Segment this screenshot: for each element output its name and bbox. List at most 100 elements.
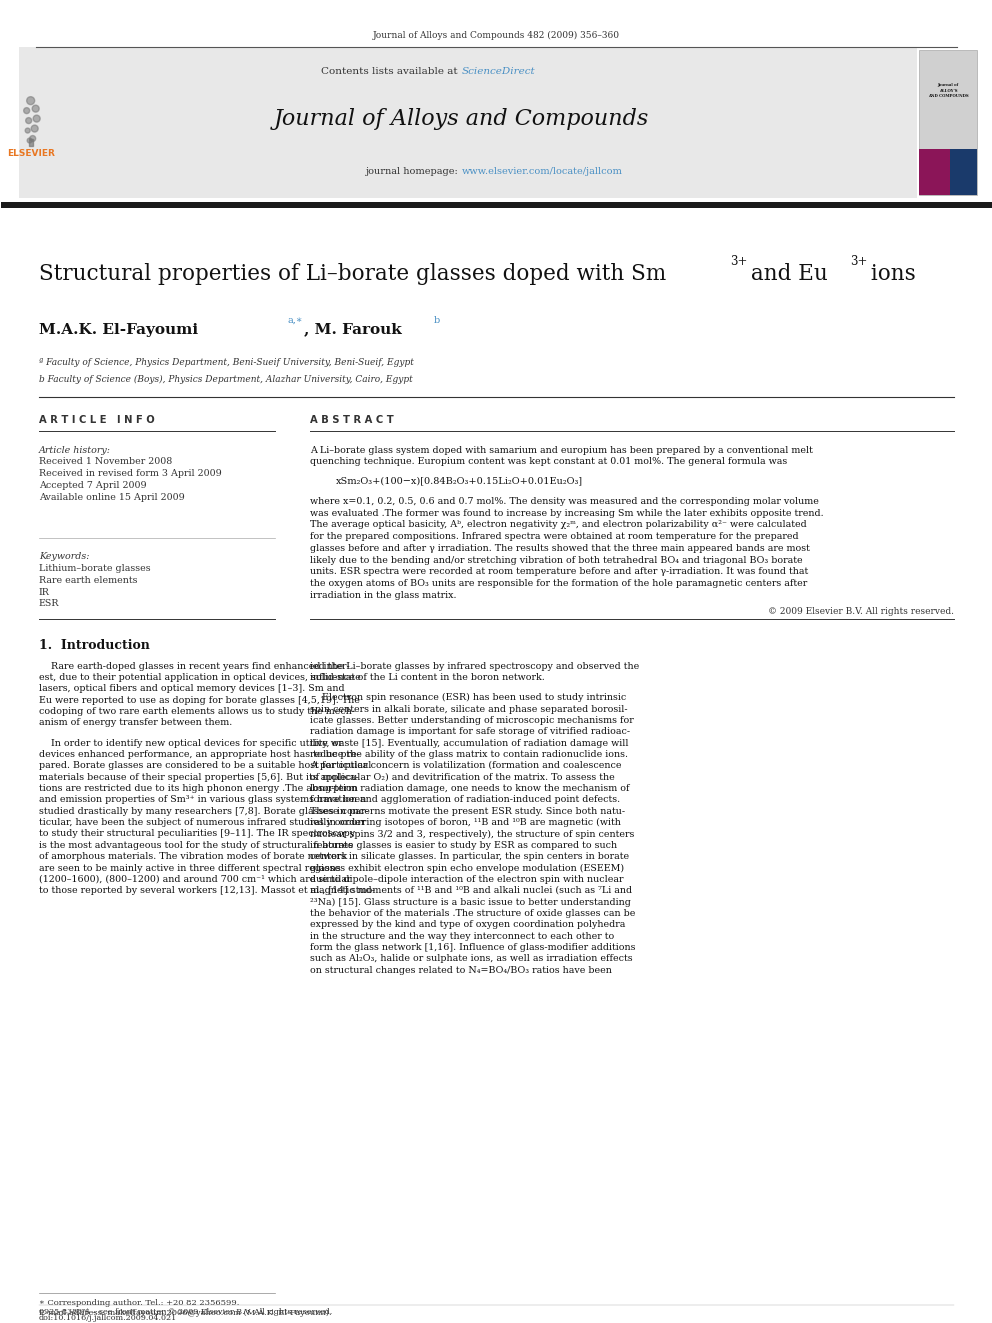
Text: Journal of
ALLOY'S
AND COMPOUNDS: Journal of ALLOY'S AND COMPOUNDS <box>928 83 968 98</box>
Text: ScienceDirect: ScienceDirect <box>461 66 535 75</box>
Text: devices enhanced performance, an appropriate host has to be pre-: devices enhanced performance, an appropr… <box>39 750 359 759</box>
Text: units. ESR spectra were recorded at room temperature before and after γ-irradiat: units. ESR spectra were recorded at room… <box>310 568 808 577</box>
Text: the behavior of the materials .The structure of oxide glasses can be: the behavior of the materials .The struc… <box>310 909 636 918</box>
Text: Received 1 November 2008: Received 1 November 2008 <box>39 458 172 466</box>
Circle shape <box>30 135 36 142</box>
Text: Lithium–borate glasses: Lithium–borate glasses <box>39 564 150 573</box>
Text: 3+: 3+ <box>850 255 867 267</box>
Text: b Faculty of Science (Boys), Physics Department, Alazhar University, Cairo, Egyp: b Faculty of Science (Boys), Physics Dep… <box>39 374 413 384</box>
Text: magnetic moments of ¹¹B and ¹⁰B and alkali nuclei (such as ⁷Li and: magnetic moments of ¹¹B and ¹⁰B and alka… <box>310 886 633 896</box>
Text: expressed by the kind and type of oxygen coordination polyhedra: expressed by the kind and type of oxygen… <box>310 921 626 929</box>
Text: Rare earth-doped glasses in recent years find enhanced inter-: Rare earth-doped glasses in recent years… <box>39 662 349 671</box>
Circle shape <box>27 97 35 105</box>
Text: est, due to their potential application in optical devices, solid-state: est, due to their potential application … <box>39 673 360 681</box>
Text: likely due to the bending and/or stretching vibration of both tetrahedral BO₄ an: likely due to the bending and/or stretch… <box>310 556 804 565</box>
Text: xSm₂O₃+(100−x)[0.84B₂O₃+0.15Li₂O+0.01Eu₂O₃]: xSm₂O₃+(100−x)[0.84B₂O₃+0.15Li₂O+0.01Eu₂… <box>335 476 582 486</box>
Circle shape <box>31 126 38 132</box>
Text: the oxygen atoms of BO₃ units are responsible for the formation of the hole para: the oxygen atoms of BO₃ units are respon… <box>310 579 807 589</box>
FancyBboxPatch shape <box>919 50 977 194</box>
Text: Keywords:: Keywords: <box>39 552 89 561</box>
FancyBboxPatch shape <box>19 48 917 197</box>
Text: lasers, optical fibers and optical memory devices [1–3]. Sm and: lasers, optical fibers and optical memor… <box>39 684 344 693</box>
Text: of amorphous materials. The vibration modes of borate network: of amorphous materials. The vibration mo… <box>39 852 347 861</box>
Circle shape <box>24 107 30 114</box>
Text: These concerns motivate the present ESR study. Since both natu-: These concerns motivate the present ESR … <box>310 807 626 816</box>
FancyBboxPatch shape <box>919 148 950 194</box>
Text: M.A.K. El-Fayoumi: M.A.K. El-Fayoumi <box>39 323 197 336</box>
Text: of molecular O₂) and devitrification of the matrix. To assess the: of molecular O₂) and devitrification of … <box>310 773 615 782</box>
Text: E-mail address: makelfayoumi2006@yahoo.com (M.A.K. El-Fayoumi).: E-mail address: makelfayoumi2006@yahoo.c… <box>39 1308 331 1316</box>
Circle shape <box>27 138 32 143</box>
Circle shape <box>32 105 39 112</box>
Text: doi:10.1016/j.jallcom.2009.04.021: doi:10.1016/j.jallcom.2009.04.021 <box>39 1314 177 1322</box>
Text: IR: IR <box>39 587 50 597</box>
Text: ied the Li–borate glasses by infrared spectroscopy and observed the: ied the Li–borate glasses by infrared sp… <box>310 662 640 671</box>
Text: (1200–1600), (800–1200) and around 700 cm⁻¹ which are similar: (1200–1600), (800–1200) and around 700 c… <box>39 875 351 884</box>
Text: in the structure and the way they interconnect to each other to: in the structure and the way they interc… <box>310 931 615 941</box>
Text: and Eu: and Eu <box>744 263 828 286</box>
Text: influence of the Li content in the boron network.: influence of the Li content in the boron… <box>310 673 546 681</box>
Text: journal homepage:: journal homepage: <box>365 167 461 176</box>
Text: Journal of Alloys and Compounds: Journal of Alloys and Compounds <box>274 107 649 130</box>
Text: Journal of Alloys and Compounds 482 (2009) 356–360: Journal of Alloys and Compounds 482 (200… <box>373 30 620 40</box>
Text: ions: ions <box>864 263 916 286</box>
Circle shape <box>25 128 30 134</box>
Text: on structural changes related to N₄=BO₄/BO₃ ratios have been: on structural changes related to N₄=BO₄/… <box>310 966 612 975</box>
Text: , M. Farouk: , M. Farouk <box>305 323 402 336</box>
Text: rally occurring isotopes of boron, ¹¹B and ¹⁰B are magnetic (with: rally occurring isotopes of boron, ¹¹B a… <box>310 818 621 827</box>
Text: to those reported by several workers [12,13]. Massot et al., [14] stud-: to those reported by several workers [12… <box>39 886 375 896</box>
Text: formation and agglomeration of radiation-induced point defects.: formation and agglomeration of radiation… <box>310 795 621 804</box>
Text: radiation damage is important for safe storage of vitrified radioac-: radiation damage is important for safe s… <box>310 728 631 737</box>
Text: glasses before and after γ irradiation. The results showed that the three main a: glasses before and after γ irradiation. … <box>310 544 810 553</box>
Text: codoping of two rare earth elements allows us to study the mech-: codoping of two rare earth elements allo… <box>39 706 355 716</box>
Text: tions are restricted due to its high phonon energy .The absorption: tions are restricted due to its high pho… <box>39 785 357 792</box>
Text: quenching technique. Europium content was kept constant at 0.01 mol%. The genera: quenching technique. Europium content wa… <box>310 458 788 466</box>
Text: for the prepared compositions. Infrared spectra were obtained at room temperatur: for the prepared compositions. Infrared … <box>310 532 800 541</box>
Text: ticular, have been the subject of numerous infrared studies in order: ticular, have been the subject of numero… <box>39 818 365 827</box>
Text: pared. Borate glasses are considered to be a suitable host for optical: pared. Borate glasses are considered to … <box>39 761 371 770</box>
Text: ∗ Corresponding author. Tel.: +20 82 2356599.: ∗ Corresponding author. Tel.: +20 82 235… <box>39 1299 239 1307</box>
Text: ²³Na) [15]. Glass structure is a basic issue to better understanding: ²³Na) [15]. Glass structure is a basic i… <box>310 897 631 906</box>
Text: form the glass network [1,16]. Influence of glass-modifier additions: form the glass network [1,16]. Influence… <box>310 943 636 953</box>
Text: A Li–borate glass system doped with samarium and europium has been prepared by a: A Li–borate glass system doped with sama… <box>310 446 813 455</box>
Text: ESR: ESR <box>39 599 60 609</box>
Circle shape <box>33 115 40 122</box>
Text: Available online 15 April 2009: Available online 15 April 2009 <box>39 492 185 501</box>
Text: reduce the ability of the glass matrix to contain radionuclide ions.: reduce the ability of the glass matrix t… <box>310 750 629 759</box>
Text: irradiation in the glass matrix.: irradiation in the glass matrix. <box>310 591 457 599</box>
Text: a,∗: a,∗ <box>288 316 303 325</box>
Text: ª Faculty of Science, Physics Department, Beni-Sueif University, Beni-Sueif, Egy: ª Faculty of Science, Physics Department… <box>39 359 414 366</box>
Text: tive waste [15]. Eventually, accumulation of radiation damage will: tive waste [15]. Eventually, accumulatio… <box>310 738 629 747</box>
Text: materials because of their special properties [5,6]. But its applica-: materials because of their special prope… <box>39 773 358 782</box>
Text: b: b <box>434 316 439 325</box>
Text: © 2009 Elsevier B.V. All rights reserved.: © 2009 Elsevier B.V. All rights reserved… <box>768 607 954 615</box>
FancyBboxPatch shape <box>950 148 977 194</box>
Text: Article history:: Article history: <box>39 446 111 455</box>
Text: The average optical basicity, Aᵇ, electron negativity χ₂ᵐ, and electron polariza: The average optical basicity, Aᵇ, electr… <box>310 520 807 529</box>
FancyBboxPatch shape <box>1 202 992 208</box>
Text: and emission properties of Sm³⁺ in various glass systems have been: and emission properties of Sm³⁺ in vario… <box>39 795 366 804</box>
Text: Contents lists available at: Contents lists available at <box>321 66 461 75</box>
Text: www.elsevier.com/locate/jallcom: www.elsevier.com/locate/jallcom <box>461 167 622 176</box>
Text: Received in revised form 3 April 2009: Received in revised form 3 April 2009 <box>39 470 221 478</box>
Text: due to dipole–dipole interaction of the electron spin with nuclear: due to dipole–dipole interaction of the … <box>310 875 624 884</box>
Text: Electron spin resonance (ESR) has been used to study intrinsic: Electron spin resonance (ESR) has been u… <box>310 693 627 703</box>
Text: nuclear spins 3/2 and 3, respectively), the structure of spin centers: nuclear spins 3/2 and 3, respectively), … <box>310 830 635 839</box>
Text: glasses exhibit electron spin echo envelope modulation (ESEEM): glasses exhibit electron spin echo envel… <box>310 864 625 873</box>
Text: 1.  Introduction: 1. Introduction <box>39 639 150 652</box>
Text: are seen to be mainly active in three different spectral regions: are seen to be mainly active in three di… <box>39 864 340 873</box>
Text: studied drastically by many researchers [7,8]. Borate glasses in par-: studied drastically by many researchers … <box>39 807 368 816</box>
Text: Structural properties of Li–borate glasses doped with Sm: Structural properties of Li–borate glass… <box>39 263 666 286</box>
Text: is the most advantageous tool for the study of structural features: is the most advantageous tool for the st… <box>39 841 353 849</box>
Text: Accepted 7 April 2009: Accepted 7 April 2009 <box>39 480 146 490</box>
Text: Rare earth elements: Rare earth elements <box>39 576 137 585</box>
Text: in borate glasses is easier to study by ESR as compared to such: in borate glasses is easier to study by … <box>310 841 618 849</box>
Text: A B S T R A C T: A B S T R A C T <box>310 415 394 426</box>
Text: In order to identify new optical devices for specific utility, or: In order to identify new optical devices… <box>39 738 342 747</box>
Text: A particular concern is volatilization (formation and coalescence: A particular concern is volatilization (… <box>310 761 622 770</box>
Text: was evaluated .The former was found to increase by increasing Sm while the later: was evaluated .The former was found to i… <box>310 508 824 517</box>
Text: to study their structural peculiarities [9–11]. The IR spectroscopy: to study their structural peculiarities … <box>39 830 355 839</box>
Text: spin centers in alkali borate, silicate and phase separated borosil-: spin centers in alkali borate, silicate … <box>310 705 628 713</box>
Text: ELSEVIER: ELSEVIER <box>7 149 55 157</box>
Text: 3+: 3+ <box>730 255 748 267</box>
